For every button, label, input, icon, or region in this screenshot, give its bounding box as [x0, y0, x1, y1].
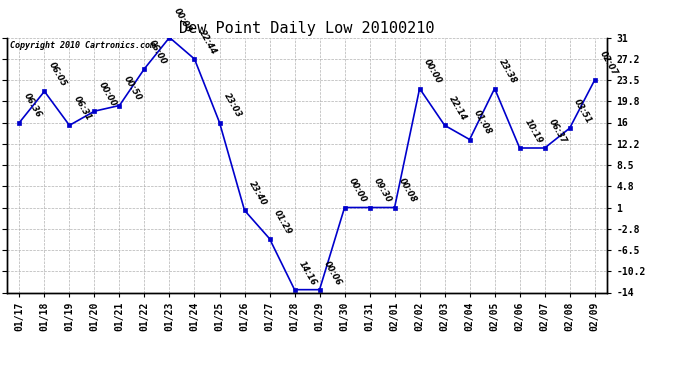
- Text: 23:03: 23:03: [222, 92, 244, 120]
- Text: 06:31: 06:31: [72, 95, 93, 123]
- Text: 00:06: 00:06: [322, 259, 344, 287]
- Text: 00:00: 00:00: [422, 58, 444, 86]
- Title: Dew Point Daily Low 20100210: Dew Point Daily Low 20100210: [179, 21, 435, 36]
- Text: 10:19: 10:19: [522, 117, 544, 145]
- Text: 14:16: 14:16: [297, 259, 319, 287]
- Text: 00:08: 00:08: [397, 177, 419, 205]
- Text: 01:08: 01:08: [473, 109, 493, 137]
- Text: 00:50: 00:50: [122, 75, 144, 103]
- Text: 23:38: 23:38: [497, 58, 519, 86]
- Text: 22:14: 22:14: [447, 95, 469, 123]
- Text: 06:36: 06:36: [22, 92, 43, 120]
- Text: 06:00: 06:00: [147, 38, 168, 66]
- Text: 01:29: 01:29: [273, 208, 293, 236]
- Text: 00:00: 00:00: [97, 81, 119, 108]
- Text: Copyright 2010 Cartronics.com: Copyright 2010 Cartronics.com: [10, 41, 155, 50]
- Text: 06:05: 06:05: [47, 61, 68, 88]
- Text: 00:00: 00:00: [347, 177, 368, 205]
- Text: 23:40: 23:40: [247, 180, 268, 207]
- Text: 02:07: 02:07: [598, 50, 619, 77]
- Text: 22:44: 22:44: [197, 28, 219, 56]
- Text: 06:37: 06:37: [547, 117, 569, 145]
- Text: 03:51: 03:51: [573, 98, 593, 125]
- Text: 00:00: 00:00: [172, 7, 193, 35]
- Text: 09:30: 09:30: [373, 177, 393, 205]
